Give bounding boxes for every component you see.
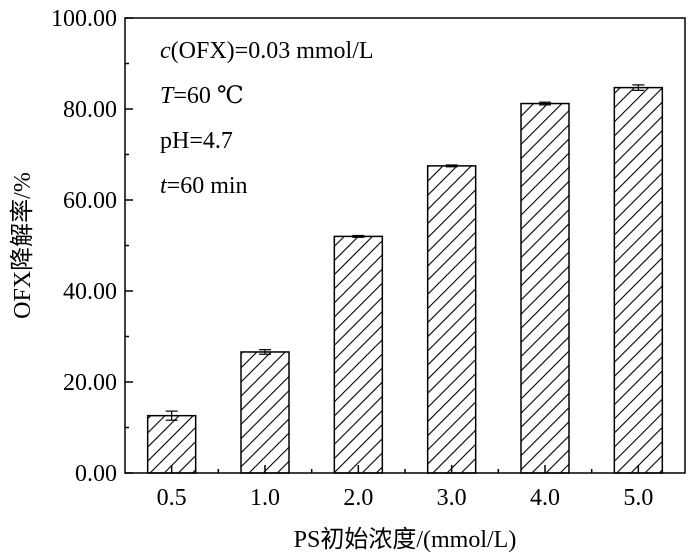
bars-group — [146, 84, 664, 474]
y-axis-ticks: 0.00 20.00 40.00 60.00 80.00 100.00 — [51, 6, 133, 487]
bar — [426, 165, 477, 474]
y-tick-label: 40.00 — [63, 279, 117, 305]
annotations: c(OFX)=0.03 mmol/L T=60 ℃ pH=4.7 t=60 mi… — [160, 38, 374, 199]
x-axis-ticks: 0.5 1.0 2.0 3.0 4.0 5.0 — [157, 465, 653, 511]
x-tick-label: 5.0 — [623, 485, 653, 511]
plot-frame — [124, 17, 686, 474]
bar — [613, 86, 664, 474]
bar — [146, 414, 197, 474]
bar — [333, 235, 384, 474]
bar — [520, 102, 570, 474]
annotation-time: t=60 min — [160, 173, 248, 199]
bar — [240, 351, 290, 474]
y-tick-label: 20.00 — [63, 370, 117, 396]
x-tick-label: 0.5 — [157, 485, 187, 511]
x-tick-label: 3.0 — [437, 485, 467, 511]
y-tick-label: 0.00 — [75, 461, 117, 487]
x-axis-label: PS初始浓度/(mmol/L) — [294, 526, 517, 553]
x-tick-label: 4.0 — [530, 485, 560, 511]
x-tick-label: 1.0 — [250, 485, 280, 511]
y-axis-label: OFX降解率/% — [9, 172, 36, 319]
y-tick-label: 80.00 — [63, 97, 117, 123]
y-tick-label: 100.00 — [51, 6, 117, 32]
x-tick-label: 2.0 — [343, 485, 373, 511]
y-tick-label: 60.00 — [63, 188, 117, 214]
annotation-concentration: c(OFX)=0.03 mmol/L — [160, 38, 374, 64]
annotation-temperature: T=60 ℃ — [160, 83, 244, 109]
annotation-ph: pH=4.7 — [160, 128, 233, 154]
